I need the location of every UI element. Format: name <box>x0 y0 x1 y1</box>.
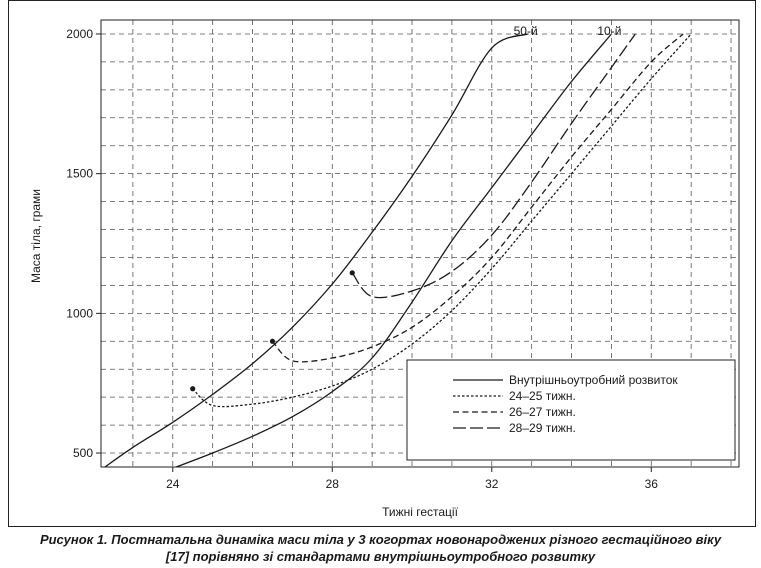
y-tick-label: 1500 <box>66 167 93 181</box>
x-tick-label: 36 <box>645 477 659 491</box>
chart-axes: 24 28 32 36 500 1000 1500 2000 <box>66 19 740 491</box>
series-line-4 <box>351 33 636 299</box>
x-tick-label: 28 <box>326 477 340 491</box>
legend-label: 24–25 тижн. <box>509 389 576 403</box>
percentile-label: 10-й <box>597 24 621 38</box>
legend-box <box>406 359 736 461</box>
caption-line-1: Рисунок 1. Постнатальна динаміка маси ті… <box>39 532 722 547</box>
line-chart: 24 28 32 36 500 1000 1500 2000 50-й 10-й Внутріш… <box>29 19 740 519</box>
x-tick-label: 24 <box>166 477 180 491</box>
chart-legend: Внутрішньоутробний розвиток 24–25 тижн. 26… <box>406 359 736 461</box>
x-axis-label: Тижні гестації <box>382 505 459 519</box>
series-line-2 <box>192 33 692 408</box>
series-start-point-3 <box>269 338 276 344</box>
plot-area-border <box>100 19 740 468</box>
y-tick-label: 500 <box>73 446 93 460</box>
figure-caption: Рисунок 1. Постнатальна динаміка маси ті… <box>0 531 761 565</box>
percentile-label: 50-й <box>514 24 538 38</box>
series-line-3 <box>272 33 684 363</box>
legend-label: 26–27 тижн. <box>509 405 576 419</box>
y-axis-label: Маса тіла, грами <box>29 189 43 283</box>
figure-frame <box>8 0 756 527</box>
y-tick-label: 1000 <box>66 306 93 320</box>
legend-label: Внутрішньоутробний розвиток <box>509 373 678 387</box>
legend-label: 28–29 тижн. <box>509 421 576 435</box>
chart-series: 50-й 10-й <box>103 24 692 467</box>
series-line-1 <box>174 33 612 467</box>
y-tick-label: 2000 <box>66 27 93 41</box>
caption-line-2: [17] порівняно зі стандартами внутрішньо… <box>165 549 596 564</box>
series-start-point-4 <box>349 270 355 276</box>
x-tick-label: 32 <box>485 477 499 491</box>
series-line-0 <box>103 33 528 467</box>
series-start-point-2 <box>190 386 196 392</box>
